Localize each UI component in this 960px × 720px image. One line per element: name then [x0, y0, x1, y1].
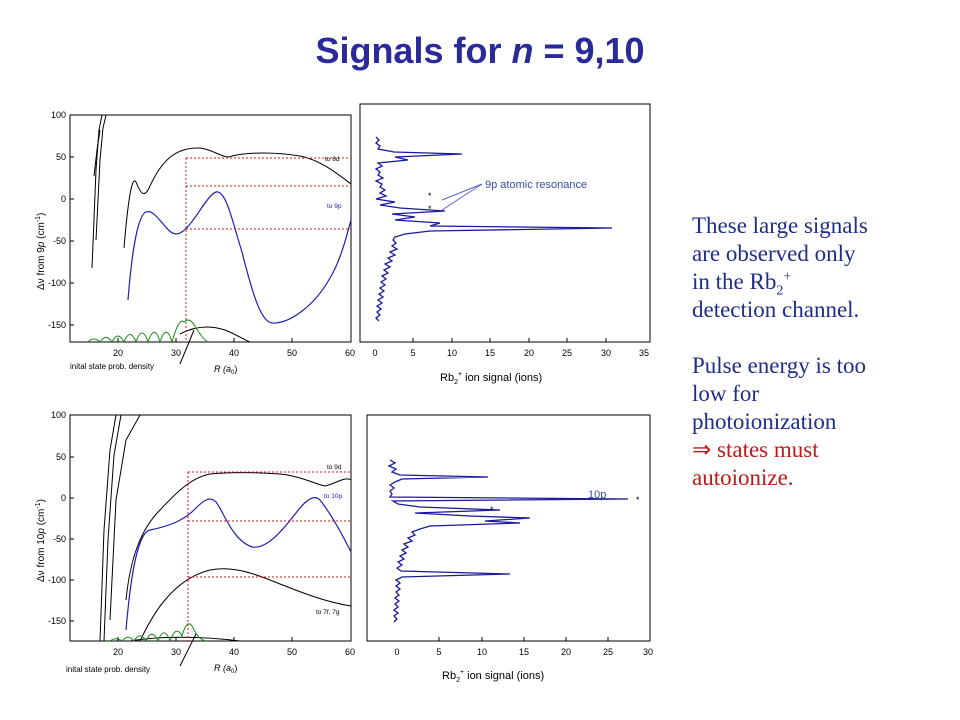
- curve-to-7f7g: [139, 568, 352, 642]
- top-xtick-50: 50: [287, 348, 297, 358]
- bot-xtick-30: 30: [171, 647, 181, 657]
- bot-ytick-m100: -100: [48, 575, 66, 585]
- bot-star-1: *: [490, 505, 494, 515]
- top-ytick-50: 50: [56, 152, 66, 162]
- bot-sig-xlabel: Rb2+ ion signal (ions): [442, 669, 544, 684]
- top-star-1: *: [428, 191, 432, 201]
- top-xlabel: R (a0): [214, 364, 237, 376]
- bot-ytick-100: 100: [51, 410, 66, 420]
- bot-sig-xtick-5: 5: [436, 647, 441, 657]
- note-line-3: in the Rb2+: [692, 269, 792, 299]
- page-title: Signals for n = 9,10: [0, 30, 960, 72]
- title-prefix: Signals for: [315, 30, 512, 71]
- top-ylabel: Δν from 9p (cm-1): [35, 213, 47, 290]
- top-sig-xtick-0: 0: [372, 348, 377, 358]
- bot-sig-xtick-10: 10: [477, 647, 487, 657]
- label-to-9p: to 9p: [327, 203, 342, 210]
- bot-sig-xtick-30: 30: [643, 647, 653, 657]
- title-suffix: = 9,10: [533, 30, 645, 71]
- bot-signal-trace: [387, 459, 629, 623]
- bot-density-label: inital state prob. density: [66, 665, 150, 674]
- top-xtick-60: 60: [345, 348, 355, 358]
- curve-to-10p: [125, 497, 352, 631]
- top-xtick-20: 20: [113, 348, 123, 358]
- bot-ylabel: Δν from 10p (cm-1): [35, 499, 47, 582]
- bot-xtick-60: 60: [345, 647, 355, 657]
- bot-star-2: *: [636, 495, 640, 505]
- title-n: n: [511, 30, 534, 71]
- note-line-7: photoionization: [692, 409, 837, 434]
- label-to-7f7g: to 7f, 7g: [316, 609, 340, 616]
- note-line-8: ⇒ states must: [692, 437, 819, 462]
- top-repulsive-curve-c: [93, 129, 101, 177]
- top-repulsive-curve-a: [91, 114, 103, 269]
- bot-xtick-20: 20: [113, 647, 123, 657]
- top-repulsive-curve-b: [95, 114, 107, 241]
- bot-sig-xtick-25: 25: [603, 647, 613, 657]
- bot-xlabel: R (a0): [214, 663, 237, 675]
- label-to-8d: to 8d: [325, 156, 340, 163]
- top-sig-xtick-20: 20: [524, 348, 534, 358]
- top-potential-plot: 100 50 0 -50 -100 -150 20 30 40 50 60 to…: [35, 110, 355, 376]
- top-ytick-100: 100: [51, 110, 66, 120]
- bot-xtick-50: 50: [287, 647, 297, 657]
- top-sig-xtick-25: 25: [562, 348, 572, 358]
- top-star-2: *: [428, 204, 432, 214]
- bot-ytick-m150: -150: [48, 616, 66, 626]
- label-to-9d: to 9d: [327, 464, 342, 471]
- bot-repulsive-a: [99, 414, 117, 642]
- top-sig-xtick-5: 5: [410, 348, 415, 358]
- note-line-9: autoionize.: [692, 465, 794, 490]
- top-signal-plot: * * 9p atomic resonance 0 5 10 15 20 25 …: [359, 103, 651, 386]
- bot-sig-xtick-0: 0: [394, 647, 399, 657]
- top-sig-xtick-30: 30: [601, 348, 611, 358]
- label-to-10p: to 10p: [324, 493, 342, 500]
- note-line-1: These large signals: [692, 213, 868, 238]
- note-line-2: are observed only: [692, 241, 856, 266]
- top-signal-trace: [374, 136, 613, 322]
- top-xtick-40: 40: [229, 348, 239, 358]
- top-density: [87, 319, 209, 344]
- top-ytick-m50: -50: [53, 236, 66, 246]
- annotation-10p: 10p: [588, 489, 606, 501]
- bot-ytick-50: 50: [56, 452, 66, 462]
- curve-to-9p: [127, 191, 352, 324]
- note-line-4: detection channel.: [692, 297, 860, 322]
- bottom-potential-plot: 100 50 0 -50 -100 -150 20 30 40 50 60 to…: [35, 410, 355, 675]
- bot-xtick-40: 40: [229, 647, 239, 657]
- top-ytick-0: 0: [61, 194, 66, 204]
- top-density-label: inital state prob. density: [70, 362, 154, 371]
- top-sig-xtick-10: 10: [447, 348, 457, 358]
- bot-lower-curve: [129, 636, 241, 642]
- top-sig-xtick-15: 15: [485, 348, 495, 358]
- bot-ytick-0: 0: [61, 493, 66, 503]
- bot-sig-xtick-20: 20: [561, 647, 571, 657]
- bot-sig-xtick-15: 15: [519, 647, 529, 657]
- curve-to-8d: [123, 147, 352, 249]
- top-sig-xtick-35: 35: [639, 348, 649, 358]
- top-xtick-30: 30: [171, 348, 181, 358]
- top-ytick-m100: -100: [48, 278, 66, 288]
- slide-notes: These large signals are observed only in…: [692, 212, 954, 492]
- bot-ytick-m50: -50: [53, 534, 66, 544]
- annotation-9p-resonance: 9p atomic resonance: [485, 179, 587, 191]
- note-line-6: low for: [692, 381, 760, 406]
- bot-repulsive-c: [109, 414, 141, 621]
- bot-density: [109, 623, 207, 643]
- bottom-signal-plot: * * 10p 0 5 10 15 20 25 30 Rb2+ ion sign…: [366, 414, 653, 684]
- top-ytick-m150: -150: [48, 320, 66, 330]
- top-sig-xlabel: Rb2+ ion signal (ions): [440, 371, 542, 386]
- curve-to-9d: [125, 472, 352, 601]
- note-line-5: Pulse energy is too: [692, 353, 866, 378]
- top-lower-curve: [179, 326, 251, 343]
- bot-repulsive-b: [103, 414, 122, 642]
- implies-symbol: ⇒: [692, 437, 712, 462]
